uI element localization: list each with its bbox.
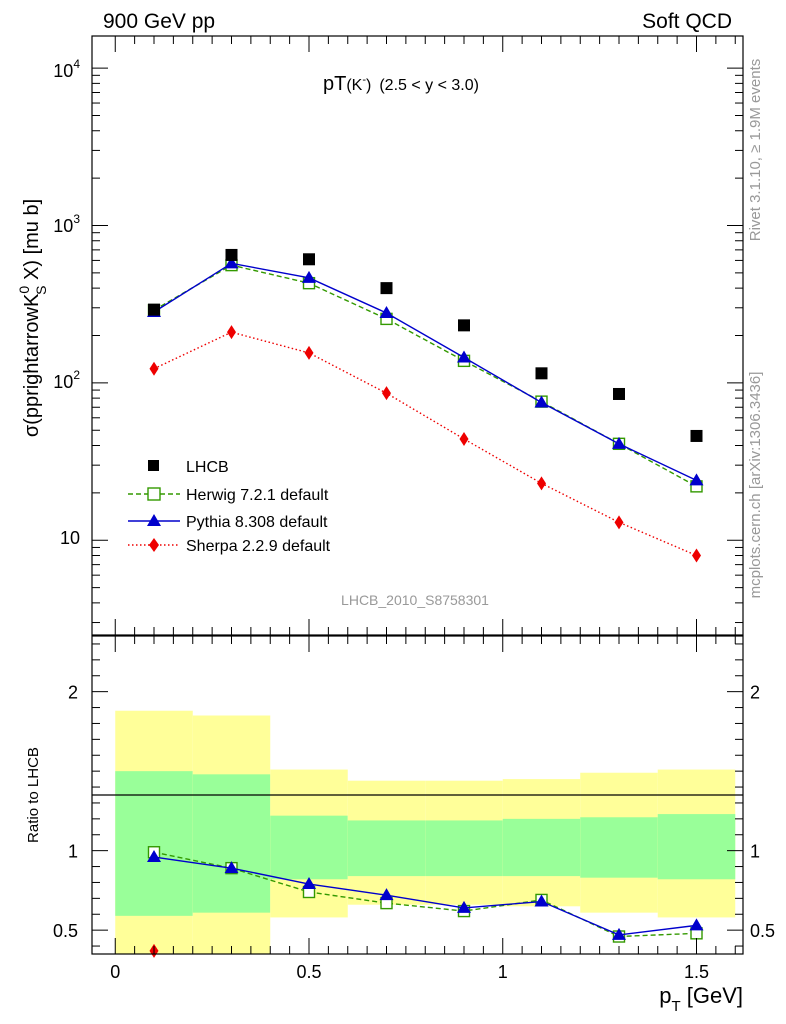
main-point-sherpa: [692, 548, 701, 563]
ratio-ytick-label-left: 0.5: [53, 921, 78, 941]
main-point-lhcb: [458, 319, 470, 332]
main-ytick-labels: 104 103 102 10: [53, 57, 80, 548]
main-data-layer: [147, 248, 704, 563]
ratio-band-inner: [347, 820, 426, 877]
main-point-pythia: [534, 395, 549, 408]
legend-marker-herwig: [147, 487, 161, 501]
ratio-point-pythia: [457, 900, 471, 913]
ratio-tick-labels: 0.5 0.5 1 1 2 2 0 0.5 1 1.5: [53, 683, 775, 982]
ratio-band-inner: [115, 771, 193, 916]
ratio-point-pythia: [302, 877, 316, 890]
ratio-point-pythia: [534, 894, 549, 907]
legend-label-sherpa: Sherpa 2.2.9 default: [186, 538, 331, 555]
ratio-ytick-label-left: 1: [68, 842, 78, 862]
legend-item-herwig: Herwig 7.2.1 default: [128, 487, 329, 504]
ratio-point-pythia: [689, 918, 704, 931]
legend-item-lhcb: LHCB: [148, 459, 229, 476]
ratio-axis-ticks: [92, 636, 743, 954]
main-point-lhcb: [690, 429, 703, 442]
legend-label-lhcb: LHCB: [186, 459, 229, 476]
main-point-sherpa: [227, 325, 236, 340]
ratio-ytick-label-right: 0.5: [750, 921, 775, 941]
legend-item-pythia: Pythia 8.308 default: [128, 514, 328, 531]
header-right-label: Soft QCD: [642, 10, 732, 33]
legend-marker-pythia: [147, 514, 161, 526]
main-point-sherpa: [614, 515, 624, 530]
main-point-pythia: [457, 350, 471, 363]
main-point-lhcb: [148, 303, 160, 316]
main-line-herwig: [153, 264, 697, 487]
main-point-sherpa: [382, 386, 391, 401]
main-point-pythia: [612, 436, 626, 449]
ratio-ytick-label-left: 2: [68, 683, 78, 703]
ratio-band-inner: [192, 774, 271, 913]
main-point-pythia: [689, 473, 704, 486]
ratio-frame: [91, 635, 744, 955]
main-point-pythia: [379, 305, 394, 318]
ratio-panel: 0.5 0.5 1 1 2 2 0 0.5 1 1.5 Ratio to LHCB pT [GeV…: [25, 635, 775, 1015]
ratio-xlabel: pT [GeV]: [659, 983, 743, 1015]
main-point-sherpa: [537, 476, 546, 491]
main-point-lhcb: [303, 253, 315, 266]
ratio-ytick-label-right: 1: [750, 842, 760, 862]
ratio-point-pythia: [224, 861, 239, 874]
ratio-point-pythia: [147, 850, 161, 863]
legend: LHCB Herwig 7.2.1 default Pythia 8.308 d…: [128, 459, 331, 555]
legend-item-sherpa: Sherpa 2.2.9 default: [128, 538, 331, 555]
ratio-xtick-label: 1: [498, 962, 508, 982]
main-point-lhcb: [225, 248, 238, 261]
ratio-line-herwig: [153, 851, 697, 938]
header-left-label: 900 GeV pp: [103, 10, 215, 33]
main-frame: [91, 35, 744, 636]
ytick-label-10000: 104: [53, 57, 80, 81]
ratio-xtick-label: 1.5: [684, 962, 709, 982]
source-label: mcplots.cern.ch [arXiv:1306.3436]: [747, 372, 764, 599]
main-point-pythia: [224, 256, 239, 269]
ratio-band-inner: [502, 818, 581, 877]
ratio-ylabel: Ratio to LHCB: [25, 747, 42, 843]
ratio-uncertainty-bands: [115, 710, 736, 954]
main-point-lhcb: [380, 282, 393, 295]
ratio-ytick-label-right: 2: [750, 683, 760, 703]
ytick-label-10: 10: [60, 528, 80, 548]
main-point-sherpa: [459, 431, 469, 446]
main-plot-title: pT(K-) (2.5 < y < 3.0): [323, 73, 479, 95]
main-point-lhcb: [613, 387, 625, 400]
analysis-label: LHCB_2010_S8758301: [341, 592, 489, 608]
legend-label-herwig: Herwig 7.2.1 default: [186, 487, 329, 504]
main-point-sherpa: [304, 345, 314, 360]
ratio-data-layer: [147, 846, 704, 958]
ytick-label-1000: 103: [53, 212, 80, 236]
ytick-label-100: 102: [53, 368, 80, 392]
main-ylabel: σ(pprightarrowK0S X) [mu b]: [16, 199, 49, 437]
ratio-xtick-label: 0.5: [296, 962, 321, 982]
ratio-xtick-label: 0: [110, 962, 120, 982]
main-line-pythia: [153, 262, 697, 482]
ratio-band-inner: [425, 820, 503, 877]
main-axis-ticks: [92, 36, 743, 635]
rivet-version-label: Rivet 3.1.10, ≥ 1.9M events: [747, 59, 764, 242]
main-line-sherpa: [153, 331, 697, 557]
legend-label-pythia: Pythia 8.308 default: [186, 514, 328, 531]
ratio-band-inner: [657, 814, 736, 880]
ratio-line-pythia: [153, 856, 697, 936]
ratio-band-inner: [580, 817, 658, 878]
main-panel: 104 103 102 10 σ(pprightarrowK0S X) [mu …: [16, 35, 744, 636]
ratio-band-inner: [270, 815, 348, 880]
legend-marker-sherpa: [149, 538, 159, 552]
ratio-point-pythia: [612, 927, 626, 940]
main-point-sherpa: [149, 361, 159, 376]
main-point-lhcb: [535, 367, 548, 380]
legend-marker-lhcb: [148, 460, 159, 471]
main-point-pythia: [302, 270, 316, 283]
ratio-point-pythia: [379, 888, 394, 901]
